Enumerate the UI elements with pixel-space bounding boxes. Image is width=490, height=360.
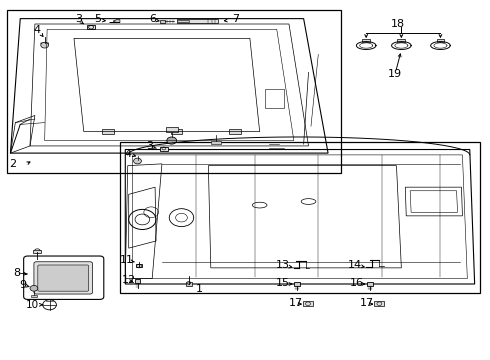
Text: 4: 4 <box>34 25 41 35</box>
Text: 13: 13 <box>276 260 290 270</box>
Bar <box>121 142 480 293</box>
Circle shape <box>134 158 142 164</box>
Bar <box>362 39 370 42</box>
Text: 10: 10 <box>26 300 39 310</box>
Text: 16: 16 <box>349 278 364 288</box>
Text: 5: 5 <box>95 14 101 24</box>
Circle shape <box>167 137 176 144</box>
Text: 7: 7 <box>232 14 239 24</box>
Bar <box>160 147 168 150</box>
Circle shape <box>41 42 49 48</box>
Circle shape <box>187 282 191 284</box>
Polygon shape <box>41 43 49 45</box>
Text: 17: 17 <box>360 298 374 309</box>
Text: 12: 12 <box>122 275 136 285</box>
Text: 6: 6 <box>150 14 157 24</box>
Bar <box>176 19 218 23</box>
Text: 8: 8 <box>13 268 20 278</box>
Text: 17: 17 <box>289 298 303 309</box>
Bar <box>87 25 96 30</box>
Bar <box>294 282 300 286</box>
Bar <box>303 301 313 306</box>
Bar <box>437 39 444 42</box>
Bar <box>33 249 41 253</box>
FancyBboxPatch shape <box>38 265 89 291</box>
Text: 2: 2 <box>9 159 16 169</box>
Bar <box>135 279 141 283</box>
Bar <box>397 39 405 42</box>
Bar <box>229 130 241 134</box>
FancyBboxPatch shape <box>34 262 93 294</box>
Bar <box>186 282 192 286</box>
Text: 14: 14 <box>348 260 362 270</box>
Text: 3: 3 <box>147 141 153 151</box>
Bar <box>136 264 142 267</box>
Text: 4: 4 <box>125 149 132 159</box>
Bar <box>265 89 284 108</box>
Text: 3: 3 <box>75 14 82 24</box>
Polygon shape <box>160 20 165 23</box>
Bar <box>367 282 372 286</box>
Bar <box>102 130 114 134</box>
Bar <box>374 301 384 306</box>
Bar <box>171 130 182 134</box>
Bar <box>166 127 177 132</box>
Text: 18: 18 <box>391 19 405 29</box>
Text: 1: 1 <box>196 284 203 294</box>
Text: 9: 9 <box>19 280 26 290</box>
Bar <box>6 10 341 173</box>
Bar <box>211 140 220 144</box>
Bar <box>176 20 189 22</box>
Text: 15: 15 <box>276 278 290 288</box>
Text: 19: 19 <box>388 69 402 79</box>
Text: 11: 11 <box>120 255 133 265</box>
Polygon shape <box>110 20 120 23</box>
Circle shape <box>30 285 38 291</box>
Bar <box>31 295 37 297</box>
